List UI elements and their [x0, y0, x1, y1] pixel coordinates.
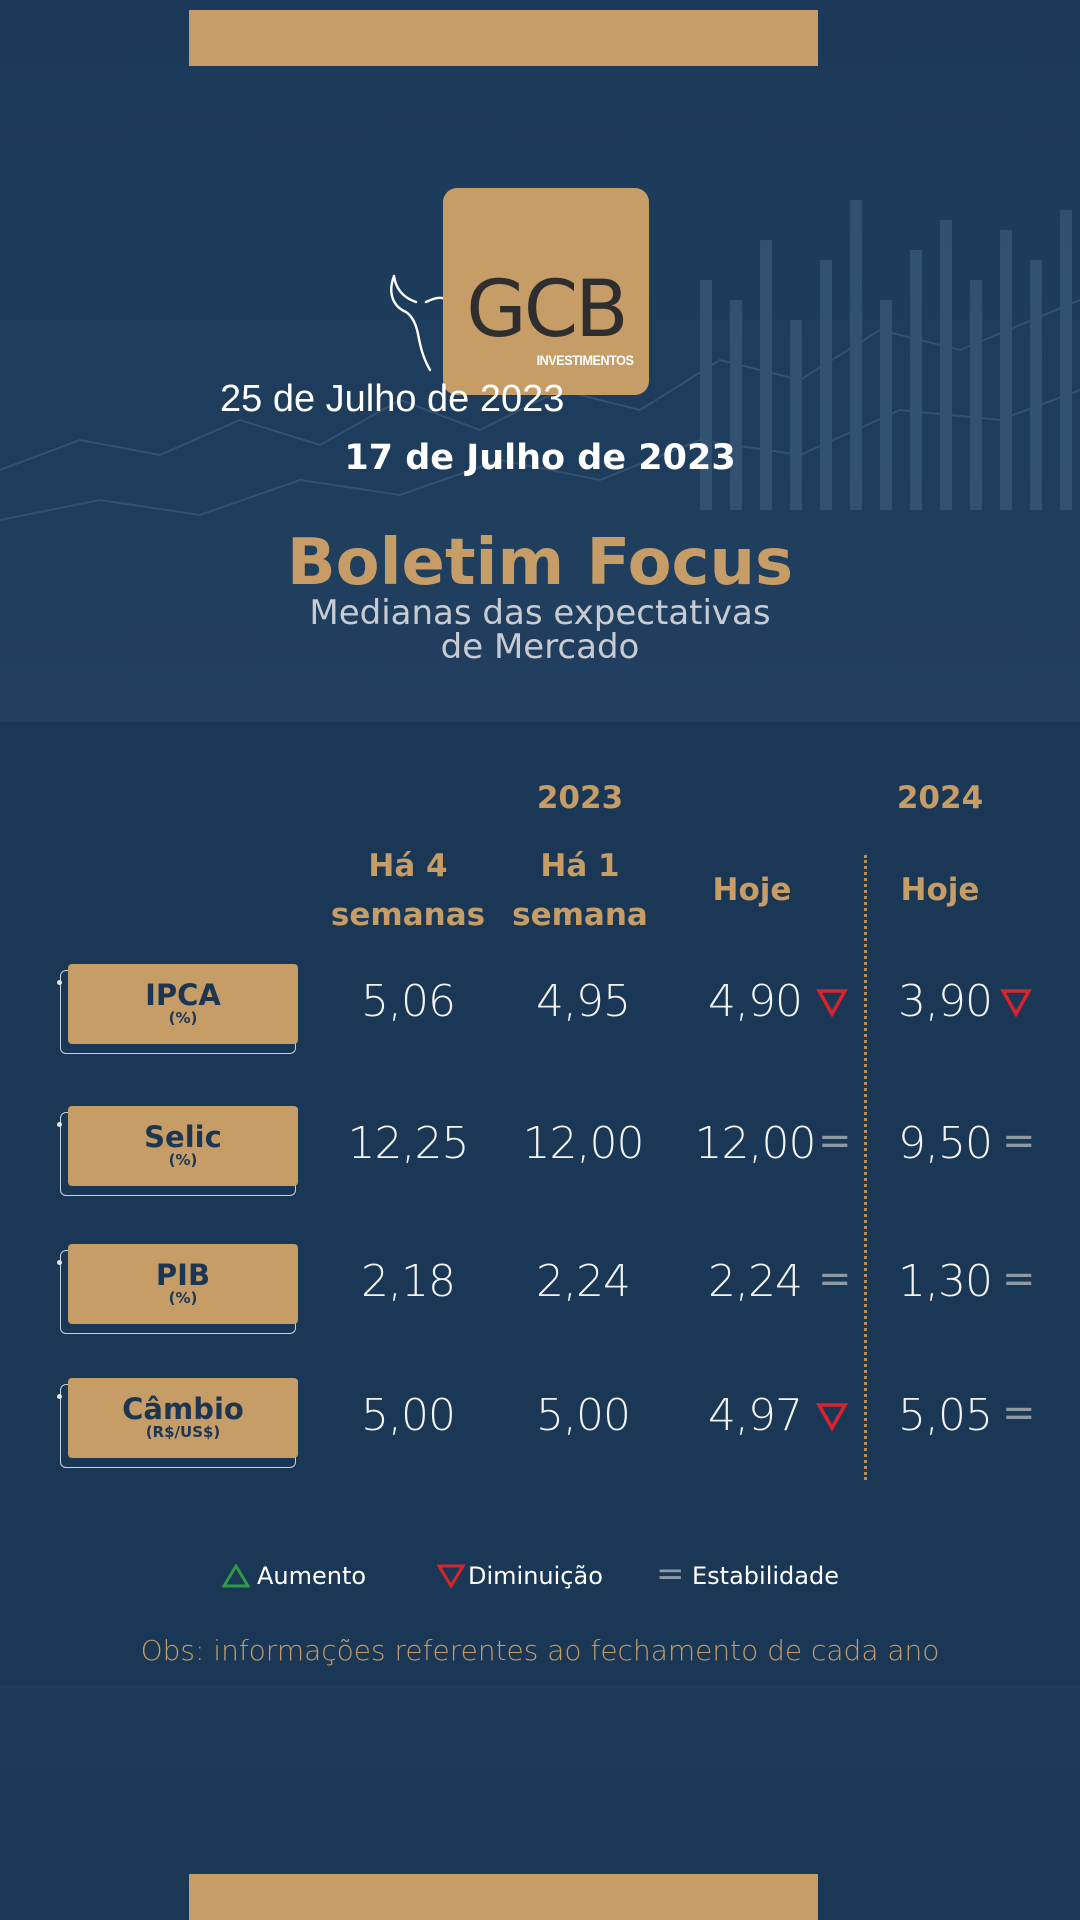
bottom-gold-bar [189, 1874, 818, 1920]
value-next: 5,05 [898, 1390, 993, 1441]
legend-equal: Estabilidade [692, 1562, 839, 1590]
value-w1: 4,95 [536, 976, 631, 1027]
logo-text: GCB [466, 265, 628, 355]
value-next: 1,30 [898, 1256, 993, 1307]
logo-box [443, 188, 649, 395]
subtitle-line-1: Medianas das expectativas [309, 593, 771, 633]
value-w4: 12,25 [347, 1118, 470, 1169]
equal-icon: = [1002, 1118, 1036, 1164]
indicator-name: IPCA [145, 978, 221, 1012]
down-triangle-icon [1000, 989, 1032, 1018]
col-4-weeks-line-1: Há 4 [368, 848, 448, 884]
indicator-name: PIB [155, 1258, 211, 1292]
value-w1: 2,24 [536, 1256, 631, 1307]
year-divider [864, 855, 867, 1480]
col-today-2023: Hoje [712, 872, 792, 908]
header-background [0, 0, 1080, 722]
equal-icon: = [818, 1118, 852, 1164]
footnote: Obs: informações referentes ao fechament… [140, 1634, 940, 1667]
col-4-weeks: Há 4 semanas [318, 842, 498, 940]
label-dot [57, 1122, 62, 1127]
value-today: 12,00 [694, 1118, 817, 1169]
equal-icon: = [818, 1256, 852, 1302]
col-4-weeks-line-2: semanas [330, 897, 486, 933]
year-2024-header: 2024 [896, 780, 984, 816]
date-overlay: 25 de Julho de 2023 [220, 378, 565, 420]
indicator-unit: (%) [168, 1289, 198, 1307]
indicator-unit: (%) [168, 1151, 198, 1169]
col-1-week-line-1: Há 1 [540, 848, 620, 884]
indicator-name: Câmbio [122, 1392, 244, 1426]
top-gold-bar [189, 10, 818, 66]
logo-subtext: INVESTIMENTOS [536, 352, 634, 368]
indicator-label-box: Selic (%) [68, 1106, 298, 1186]
value-today: 4,90 [708, 976, 803, 1027]
equal-icon: = [1002, 1256, 1036, 1302]
legend-down: Diminuição [468, 1562, 603, 1590]
chart-background-graphic [0, 200, 1080, 521]
indicator-name: Selic [144, 1120, 222, 1154]
legend-up: Aumento [257, 1562, 367, 1590]
subtitle-line-2: de Mercado [440, 627, 640, 667]
col-today-2024: Hoje [900, 872, 980, 908]
report-date: 17 de Julho de 2023 [344, 438, 736, 478]
equal-icon: = [1002, 1390, 1036, 1436]
label-dot [57, 1260, 62, 1265]
col-1-week-line-2: semana [512, 897, 648, 933]
value-w1: 12,00 [522, 1118, 645, 1169]
indicator-label-box: Câmbio (R$/US$) [68, 1378, 298, 1458]
value-w4: 2,18 [361, 1256, 456, 1307]
value-w4: 5,06 [361, 976, 456, 1027]
down-triangle-icon [816, 989, 848, 1018]
value-today: 2,24 [708, 1256, 803, 1307]
indicator-unit: (%) [168, 1009, 198, 1027]
value-next: 3,90 [898, 976, 993, 1027]
indicator-label-box: PIB (%) [68, 1244, 298, 1324]
indicator-unit: (R$/US$) [145, 1423, 221, 1441]
label-dot [57, 980, 62, 985]
year-2023-header: 2023 [536, 780, 624, 816]
up-triangle-icon [222, 1564, 250, 1588]
value-next: 9,50 [898, 1118, 993, 1169]
value-today: 4,97 [708, 1390, 803, 1441]
value-w4: 5,00 [361, 1390, 456, 1441]
col-1-week: Há 1 semana [490, 842, 670, 940]
label-dot [57, 1394, 62, 1399]
down-triangle-icon [437, 1564, 465, 1588]
equal-icon: = [656, 1554, 685, 1594]
page-subtitle: Medianas das expectativas de Mercado [0, 596, 1080, 664]
value-w1: 5,00 [536, 1390, 631, 1441]
indicator-label-box: IPCA (%) [68, 964, 298, 1044]
page-title: Boletim Focus [286, 526, 794, 600]
down-triangle-icon [816, 1403, 848, 1432]
